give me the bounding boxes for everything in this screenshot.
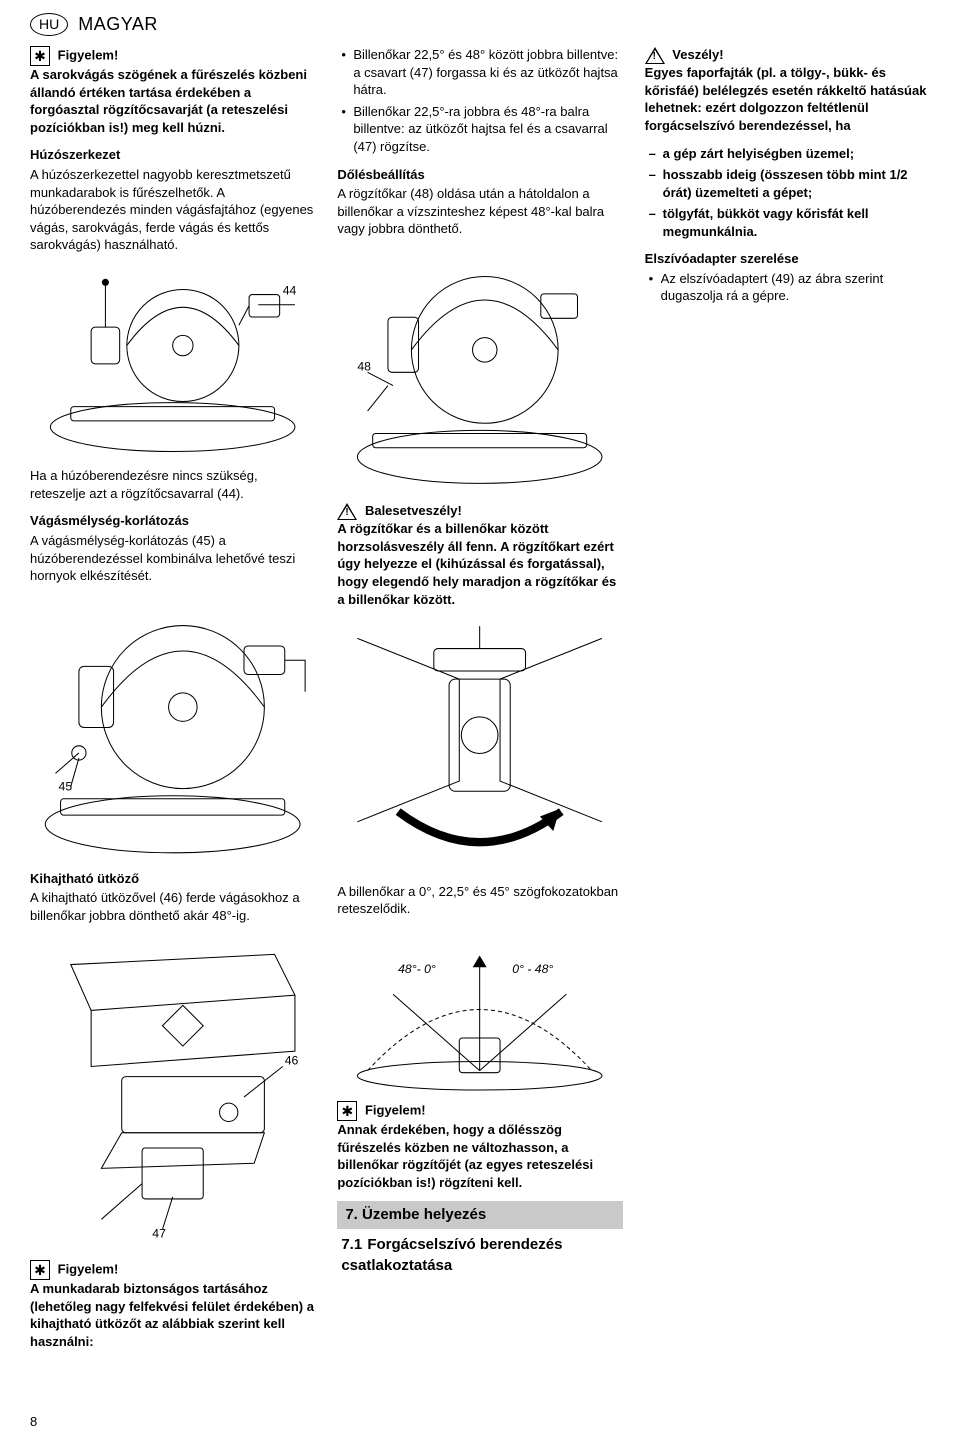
- list-item: hosszabb ideig (összesen több mint 1/2 ó…: [645, 166, 930, 201]
- section-doles: Dőlésbeállítás A rögzítőkar (48) oldása …: [337, 166, 622, 238]
- content-columns: ✱ Figyelem! A sarokvágás szögének a fűré…: [30, 46, 930, 1366]
- danger2-body: Egyes faporfajták (pl. a tölgy-, bükk- é…: [645, 64, 930, 134]
- figure-lever: [337, 618, 622, 873]
- section-kihaj: Kihajtható ütköző A kihajtható ütközővel…: [30, 870, 315, 925]
- list-item: Az elszívóadaptert (49) az ábra szerint …: [645, 270, 930, 305]
- figure-angle: 48°- 0° 0° - 48°: [337, 928, 622, 1091]
- warning-1: ✱ Figyelem! A sarokvágás szögének a fűré…: [30, 46, 315, 136]
- fig46-label: 46: [285, 1054, 299, 1068]
- warning-body: A sarokvágás szögének a fűrészelés közbe…: [30, 66, 315, 136]
- lang-badge: HU: [30, 13, 68, 36]
- warning-label: Figyelem!: [58, 48, 119, 63]
- section-7-1-header: 7.1Forgácselszívó berendezés csatlakozta…: [337, 1235, 622, 1276]
- figure-45: 45: [30, 595, 315, 860]
- page-header: HU MAGYAR: [30, 12, 930, 36]
- list-item: Billenőkar 22,5° és 48° között jobbra bi…: [337, 46, 622, 99]
- section-huzo: Húzószerkezet A húzószerkezettel nagyobb…: [30, 146, 315, 253]
- para-latch: A billenőkar a 0°, 22,5° és 45° szögfoko…: [337, 883, 622, 918]
- danger1-body: A rögzítőkar és a billenőkar között horz…: [337, 520, 622, 608]
- para-vagas: A vágásmélység-korlátozás (45) a húzóber…: [30, 532, 315, 585]
- fig47-label: 47: [152, 1227, 166, 1241]
- figure-46-47: 46 47: [30, 934, 315, 1250]
- list-item: tölgyfát, bükköt vagy kőrisfát kell megm…: [645, 205, 930, 240]
- heading-doles: Dőlésbeállítás: [337, 166, 622, 184]
- danger1-label: Balesetveszély!: [365, 503, 462, 518]
- list-item: a gép zárt helyiségben üzemel;: [645, 145, 930, 163]
- warning-2: ✱ Figyelem! A munkadarab biztonságos tar…: [30, 1260, 315, 1350]
- dash-list-dust: a gép zárt helyiségben üzemel; hosszabb …: [645, 145, 930, 241]
- warning-icon: ✱: [337, 1101, 357, 1121]
- sec-title: Forgácselszívó berendezés csatlakoztatás…: [341, 1236, 562, 1273]
- warning2-label: Figyelem!: [58, 1262, 119, 1277]
- section-adapter: Elszívóadapter szerelése Az elszívóadapt…: [645, 250, 930, 305]
- heading-huzo: Húzószerkezet: [30, 146, 315, 164]
- list-item: Billenőkar 22,5°-ra jobbra és 48°-ra bal…: [337, 103, 622, 156]
- warning-icon: ✱: [30, 46, 50, 66]
- danger-1: ! Balesetveszély! A rögzítőkar és a bill…: [337, 502, 622, 608]
- section-7-header: 7. Üzembe helyezés: [337, 1201, 622, 1229]
- lang-name: MAGYAR: [78, 12, 158, 36]
- para-kihaj: A kihajtható ütközővel (46) ferde vágáso…: [30, 889, 315, 924]
- warning-3: ✱ Figyelem! Annak érdekében, hogy a dőlé…: [337, 1101, 622, 1191]
- section-vagas: Vágásmélység-korlátozás A vágásmélység-k…: [30, 512, 315, 584]
- danger-2: ! Veszély! Egyes faporfajták (pl. a tölg…: [645, 46, 930, 134]
- warning3-label: Figyelem!: [365, 1102, 426, 1117]
- bullet-list-tilt: Billenőkar 22,5° és 48° között jobbra bi…: [337, 46, 622, 155]
- danger2-label: Veszély!: [672, 47, 723, 62]
- warning2-body: A munkadarab biztonságos tartásához (leh…: [30, 1280, 315, 1350]
- angle-right-label: 0° - 48°: [513, 962, 554, 976]
- para-huzo-need: Ha a húzóberendezésre nincs szükség, ret…: [30, 467, 315, 502]
- fig48-label: 48: [358, 359, 372, 373]
- heading-adapter: Elszívóadapter szerelése: [645, 250, 930, 268]
- angle-left-label: 48°- 0°: [398, 962, 436, 976]
- danger-icon: !: [337, 503, 357, 520]
- page-number: 8: [30, 1413, 37, 1431]
- warning-icon: ✱: [30, 1260, 50, 1280]
- para-huzo: A húzószerkezettel nagyobb keresztmetsze…: [30, 166, 315, 254]
- heading-kihaj: Kihajtható ütköző: [30, 870, 315, 888]
- danger-icon: !: [645, 47, 665, 64]
- fig44-label: 44: [283, 283, 297, 297]
- sec-num: 7.1: [341, 1235, 367, 1255]
- warning3-body: Annak érdekében, hogy a dőlésszög fűrész…: [337, 1121, 622, 1191]
- fig45-label: 45: [59, 779, 73, 793]
- heading-vagas: Vágásmélység-korlátozás: [30, 512, 315, 530]
- figure-44: 44: [30, 264, 315, 458]
- figure-48: 48: [337, 248, 622, 493]
- para-doles: A rögzítőkar (48) oldása után a hátoldal…: [337, 185, 622, 238]
